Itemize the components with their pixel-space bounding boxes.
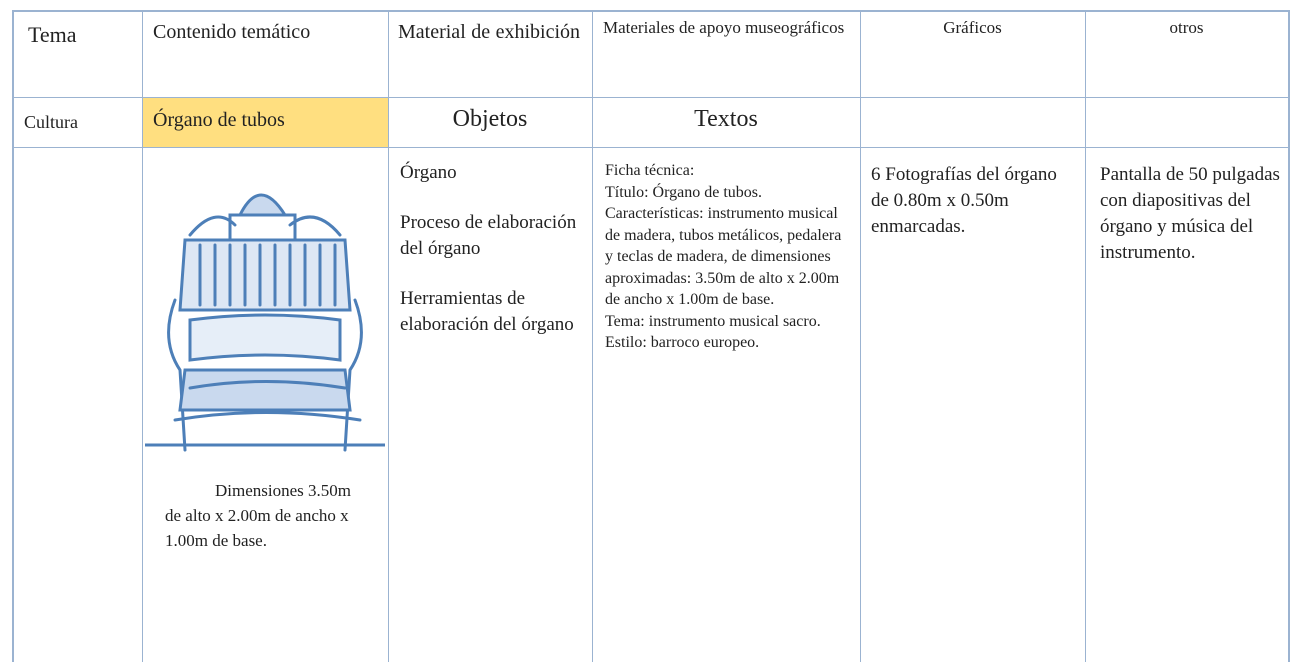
paragraph: Ficha técnica: — [605, 162, 695, 179]
header-cell: Materiales de apoyo museográficos — [603, 18, 845, 37]
paragraph: Proceso de elaboración del órgano — [400, 212, 577, 259]
paragraph: Título: Órgano de tubos. — [605, 183, 763, 201]
paragraph: Tema: instrumento musical sacro. — [605, 312, 821, 330]
border — [592, 10, 593, 662]
paragraph: Estilo: barroco europeo. — [605, 334, 760, 351]
cell: Textos — [694, 106, 758, 132]
cell: Dimensiones 3.50m de alto x 2.00m de anc… — [165, 481, 351, 550]
border — [12, 10, 1290, 12]
header-cell: Gráficos — [943, 18, 1002, 37]
cell: 6 Fotografías del órgano de 0.80m x 0.50… — [871, 164, 1057, 237]
border — [12, 10, 14, 662]
header-cell: Contenido temático — [153, 21, 311, 43]
cell: Cultura — [24, 112, 78, 132]
paragraph: Características: instrumento musical de … — [605, 205, 842, 308]
border — [860, 10, 861, 662]
highlight — [143, 98, 388, 147]
border — [1085, 10, 1086, 662]
header-cell: Material de exhibición — [398, 21, 580, 43]
organ-sketch — [145, 193, 385, 452]
border — [142, 10, 143, 662]
border — [12, 97, 1290, 98]
cell: Pantalla de 50 pulgadas con diapositivas… — [1100, 164, 1280, 263]
cell: Órgano de tubos — [153, 109, 285, 131]
cell: Ficha técnica: Título: Órgano de tubos. Ca… — [605, 160, 850, 354]
paragraph: Herramientas de elaboración del órgano — [400, 288, 574, 335]
border — [1288, 10, 1290, 662]
cell: Órgano Proceso de elaboración del órgano H… — [400, 160, 585, 362]
border — [12, 147, 1290, 148]
cell: Objetos — [452, 106, 528, 132]
header-cell: otros — [1169, 18, 1204, 37]
paragraph: Órgano — [400, 162, 457, 183]
border — [388, 10, 389, 662]
header-cell: Tema — [28, 22, 77, 47]
